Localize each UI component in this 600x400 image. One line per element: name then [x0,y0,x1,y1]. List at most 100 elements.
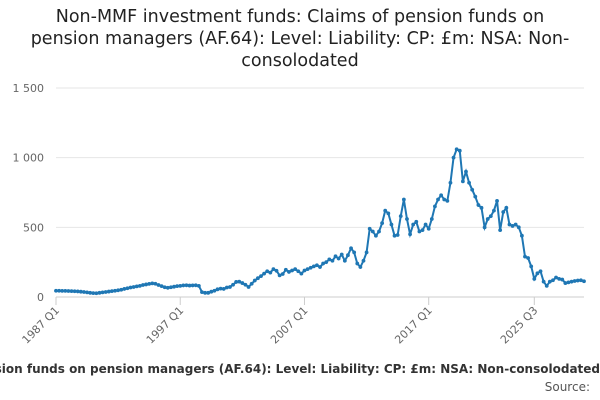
data-point [395,233,400,237]
data-point [172,284,176,289]
data-point [364,250,369,255]
data-point [547,279,552,284]
data-point [383,208,388,213]
data-point [476,203,481,207]
data-point [346,253,350,258]
data-point [212,288,217,293]
data-point [290,268,294,273]
data-point [516,225,521,230]
data-point [116,288,121,293]
data-point [200,290,204,295]
data-point [557,276,562,281]
data-point [563,281,568,285]
data-point [442,197,447,202]
data-point [153,281,158,286]
data-point [541,279,546,284]
data-point [408,232,412,237]
data-point [94,291,99,296]
data-point [504,205,509,210]
data-point [259,274,263,278]
data-point [519,233,524,238]
data-point [134,284,139,289]
y-tick-label: 0 [37,291,44,304]
data-point [535,271,540,276]
data-point [439,193,444,198]
data-point [280,272,285,276]
data-point [125,286,130,291]
data-point [196,283,201,288]
data-point [507,222,512,227]
data-point [97,290,102,295]
data-point [246,285,251,289]
y-tick-label: 1 500 [13,82,45,95]
data-point [318,265,322,269]
data-point [69,289,74,294]
data-point [255,276,260,281]
x-tick-label: 1997 Q1 [144,304,187,347]
data-point [420,228,425,233]
data-point [523,254,527,259]
data-point [156,283,161,287]
data-point [560,277,565,282]
data-point [190,283,195,288]
data-point [252,278,257,283]
data-point [482,225,487,230]
data-point [314,263,319,268]
data-point [271,267,276,272]
series-markers [54,147,586,296]
data-point [321,261,326,266]
data-point [448,180,453,185]
data-point [414,219,419,224]
data-point [445,198,450,203]
data-point [268,270,273,275]
data-point [218,286,223,291]
data-point [187,283,192,288]
data-point [464,169,468,174]
data-point [538,269,543,274]
data-point [131,285,136,289]
data-point [159,284,164,289]
data-point [228,285,232,289]
x-tick-label: 2007 Q1 [268,304,311,347]
data-point [386,211,391,216]
data-point [91,291,96,295]
data-point [454,147,459,152]
data-point [60,288,65,293]
data-point [569,279,574,284]
data-point [54,288,58,293]
data-point [510,224,515,228]
data-point [529,264,534,269]
data-point [451,155,456,160]
data-point [82,290,86,294]
data-point [243,282,248,287]
data-point [237,279,242,284]
data-point [311,264,316,269]
data-point [305,267,310,272]
data-point [78,289,83,294]
data-point [299,271,304,276]
chart-title: Non-MMF investment funds: Claims of pens… [30,7,570,71]
data-point [231,282,235,287]
x-axis-ticks: 1987 Q1 1997 Q1 2007 Q1 2017 Q1 2025 Q3 [20,297,540,347]
data-point [336,256,341,261]
data-point [367,226,372,231]
data-point [575,278,580,283]
data-point [283,267,288,272]
data-point [554,275,558,280]
data-point [492,208,496,213]
data-point [209,289,214,294]
data-point [106,289,111,294]
y-tick-label: 1 000 [13,152,45,165]
data-point [333,254,338,259]
data-point [293,267,298,272]
legend: Non-MMF investment funds: Claims of pens… [0,362,600,380]
data-point [302,268,307,273]
data-point [361,258,366,263]
data-point [349,246,353,251]
data-point [473,194,478,199]
data-point [181,283,186,288]
data-point [296,269,301,274]
data-point [110,289,114,294]
data-point [274,268,279,273]
data-point [467,180,471,185]
